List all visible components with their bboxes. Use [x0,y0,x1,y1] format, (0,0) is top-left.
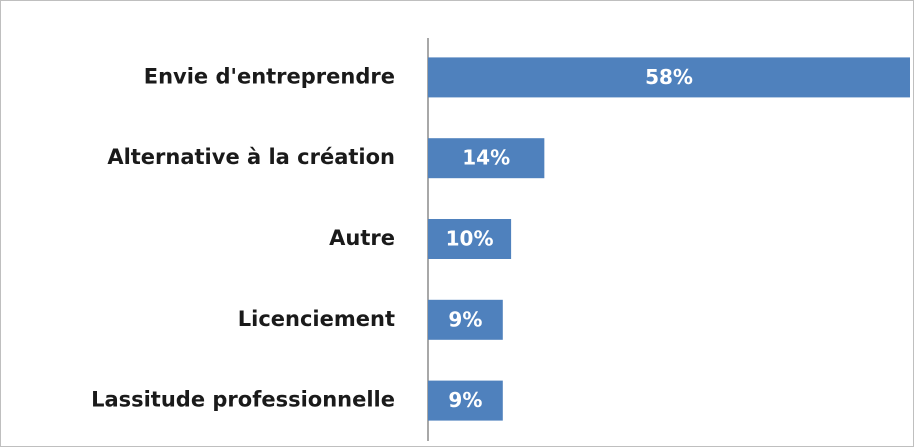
bar [428,219,512,259]
category-label: Envie d'entreprendre [144,64,395,88]
bar [428,380,503,421]
data-label: 58% [645,65,693,89]
category-label: Alternative à la création [107,145,395,169]
category-label: Autre [329,226,395,250]
bar [428,138,545,179]
data-label: 9% [448,307,482,331]
bar [428,57,910,98]
data-label: 9% [448,388,482,412]
data-label: 10% [446,227,494,251]
category-label: Lassitude professionnelle [91,388,395,412]
category-label: Licenciement [238,307,395,331]
bar [428,299,503,340]
data-label: 14% [462,146,510,170]
